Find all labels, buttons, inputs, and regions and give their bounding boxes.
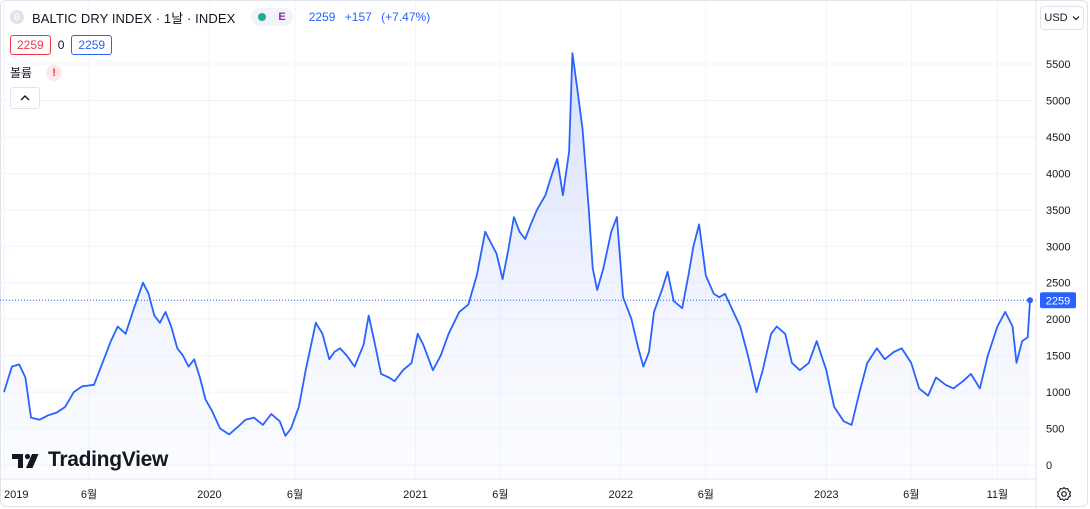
currency-label: USD [1044, 12, 1068, 24]
x-tick-label: 2023 [814, 489, 838, 501]
symbol-title[interactable]: BALTIC DRY INDEX · 1날 · INDEX [32, 10, 236, 26]
price-line [3, 52, 1031, 437]
y-tick-label: 4000 [1046, 168, 1070, 180]
gear-icon [1056, 486, 1072, 502]
market-status-icon [258, 13, 267, 21]
last-price-dot [1027, 297, 1033, 304]
grid-lines [0, 0, 1036, 479]
y-tick-label: 4500 [1046, 132, 1070, 144]
tradingview-logo-text: TradingView [48, 448, 169, 471]
quote-values: 2259 +157 (+7.47%) [309, 10, 436, 24]
y-tick-label: 0 [1046, 460, 1052, 472]
y-tick-label: 3500 [1046, 205, 1070, 217]
time-axis[interactable]: 2019 6월 2020 6월 2021 6월 2022 6월 2023 6월 11월 [4, 488, 1008, 501]
y-tick-label: 5000 [1046, 95, 1070, 107]
y-tick-label: 3000 [1046, 241, 1070, 253]
x-tick-label: 11월 [987, 488, 1009, 501]
x-tick-label: 6월 [698, 488, 714, 501]
price-axis[interactable]: 0 500 1000 1500 2000 2500 3000 3500 4000 4500 5000… [1046, 59, 1070, 472]
change-percent: (+7.47%) [381, 10, 431, 24]
tradingview-logo-icon [12, 453, 39, 468]
collapse-legend-button[interactable] [10, 87, 40, 109]
chart-settings-button[interactable] [1054, 484, 1074, 504]
status-pill[interactable]: E [251, 8, 293, 26]
x-tick-label: 6월 [492, 488, 508, 501]
y-tick-label: 2000 [1046, 314, 1070, 326]
symbol-logo: B [10, 10, 24, 24]
chevron-up-icon [20, 95, 30, 101]
buy-price-box[interactable]: 2259 [71, 35, 113, 55]
y-tick-label: 1000 [1046, 387, 1070, 399]
warning-icon[interactable]: ! [46, 64, 63, 81]
last-price-value: 2259 [308, 10, 336, 24]
x-tick-label: 6월 [287, 488, 303, 501]
x-tick-label: 6월 [81, 488, 97, 501]
x-tick-label: 2021 [403, 489, 427, 501]
legend-header[interactable]: B BALTIC DRY INDEX · 1날 · INDEX E 2259 +… [10, 6, 436, 28]
volume-label[interactable]: 볼륨 [10, 66, 33, 80]
x-tick-label: 2022 [609, 489, 633, 501]
sell-price-box[interactable]: 2259 [10, 35, 51, 55]
chevron-down-icon [1072, 16, 1080, 21]
currency-dropdown[interactable]: USD [1040, 6, 1084, 30]
last-price-tag: 2259 [1040, 292, 1076, 309]
tradingview-logo[interactable]: TradingView [12, 448, 168, 472]
bid-ask-row: 2259 0 2259 [10, 35, 113, 55]
x-tick-label: 6월 [903, 488, 919, 501]
x-tick-label: 2019 [4, 489, 28, 501]
y-tick-label: 2500 [1046, 278, 1070, 290]
last-price-label: 2259 [1046, 295, 1070, 307]
x-tick-label: 2020 [197, 489, 221, 501]
y-tick-label: 5500 [1046, 59, 1070, 71]
spread-value: 0 [57, 38, 65, 52]
volume-row: 볼륨 ! [10, 64, 63, 81]
change-value: +157 [344, 10, 372, 24]
y-tick-label: 1500 [1046, 351, 1070, 363]
exchange-badge: E [278, 11, 286, 23]
price-area [4, 53, 1030, 479]
y-tick-label: 500 [1046, 424, 1064, 436]
